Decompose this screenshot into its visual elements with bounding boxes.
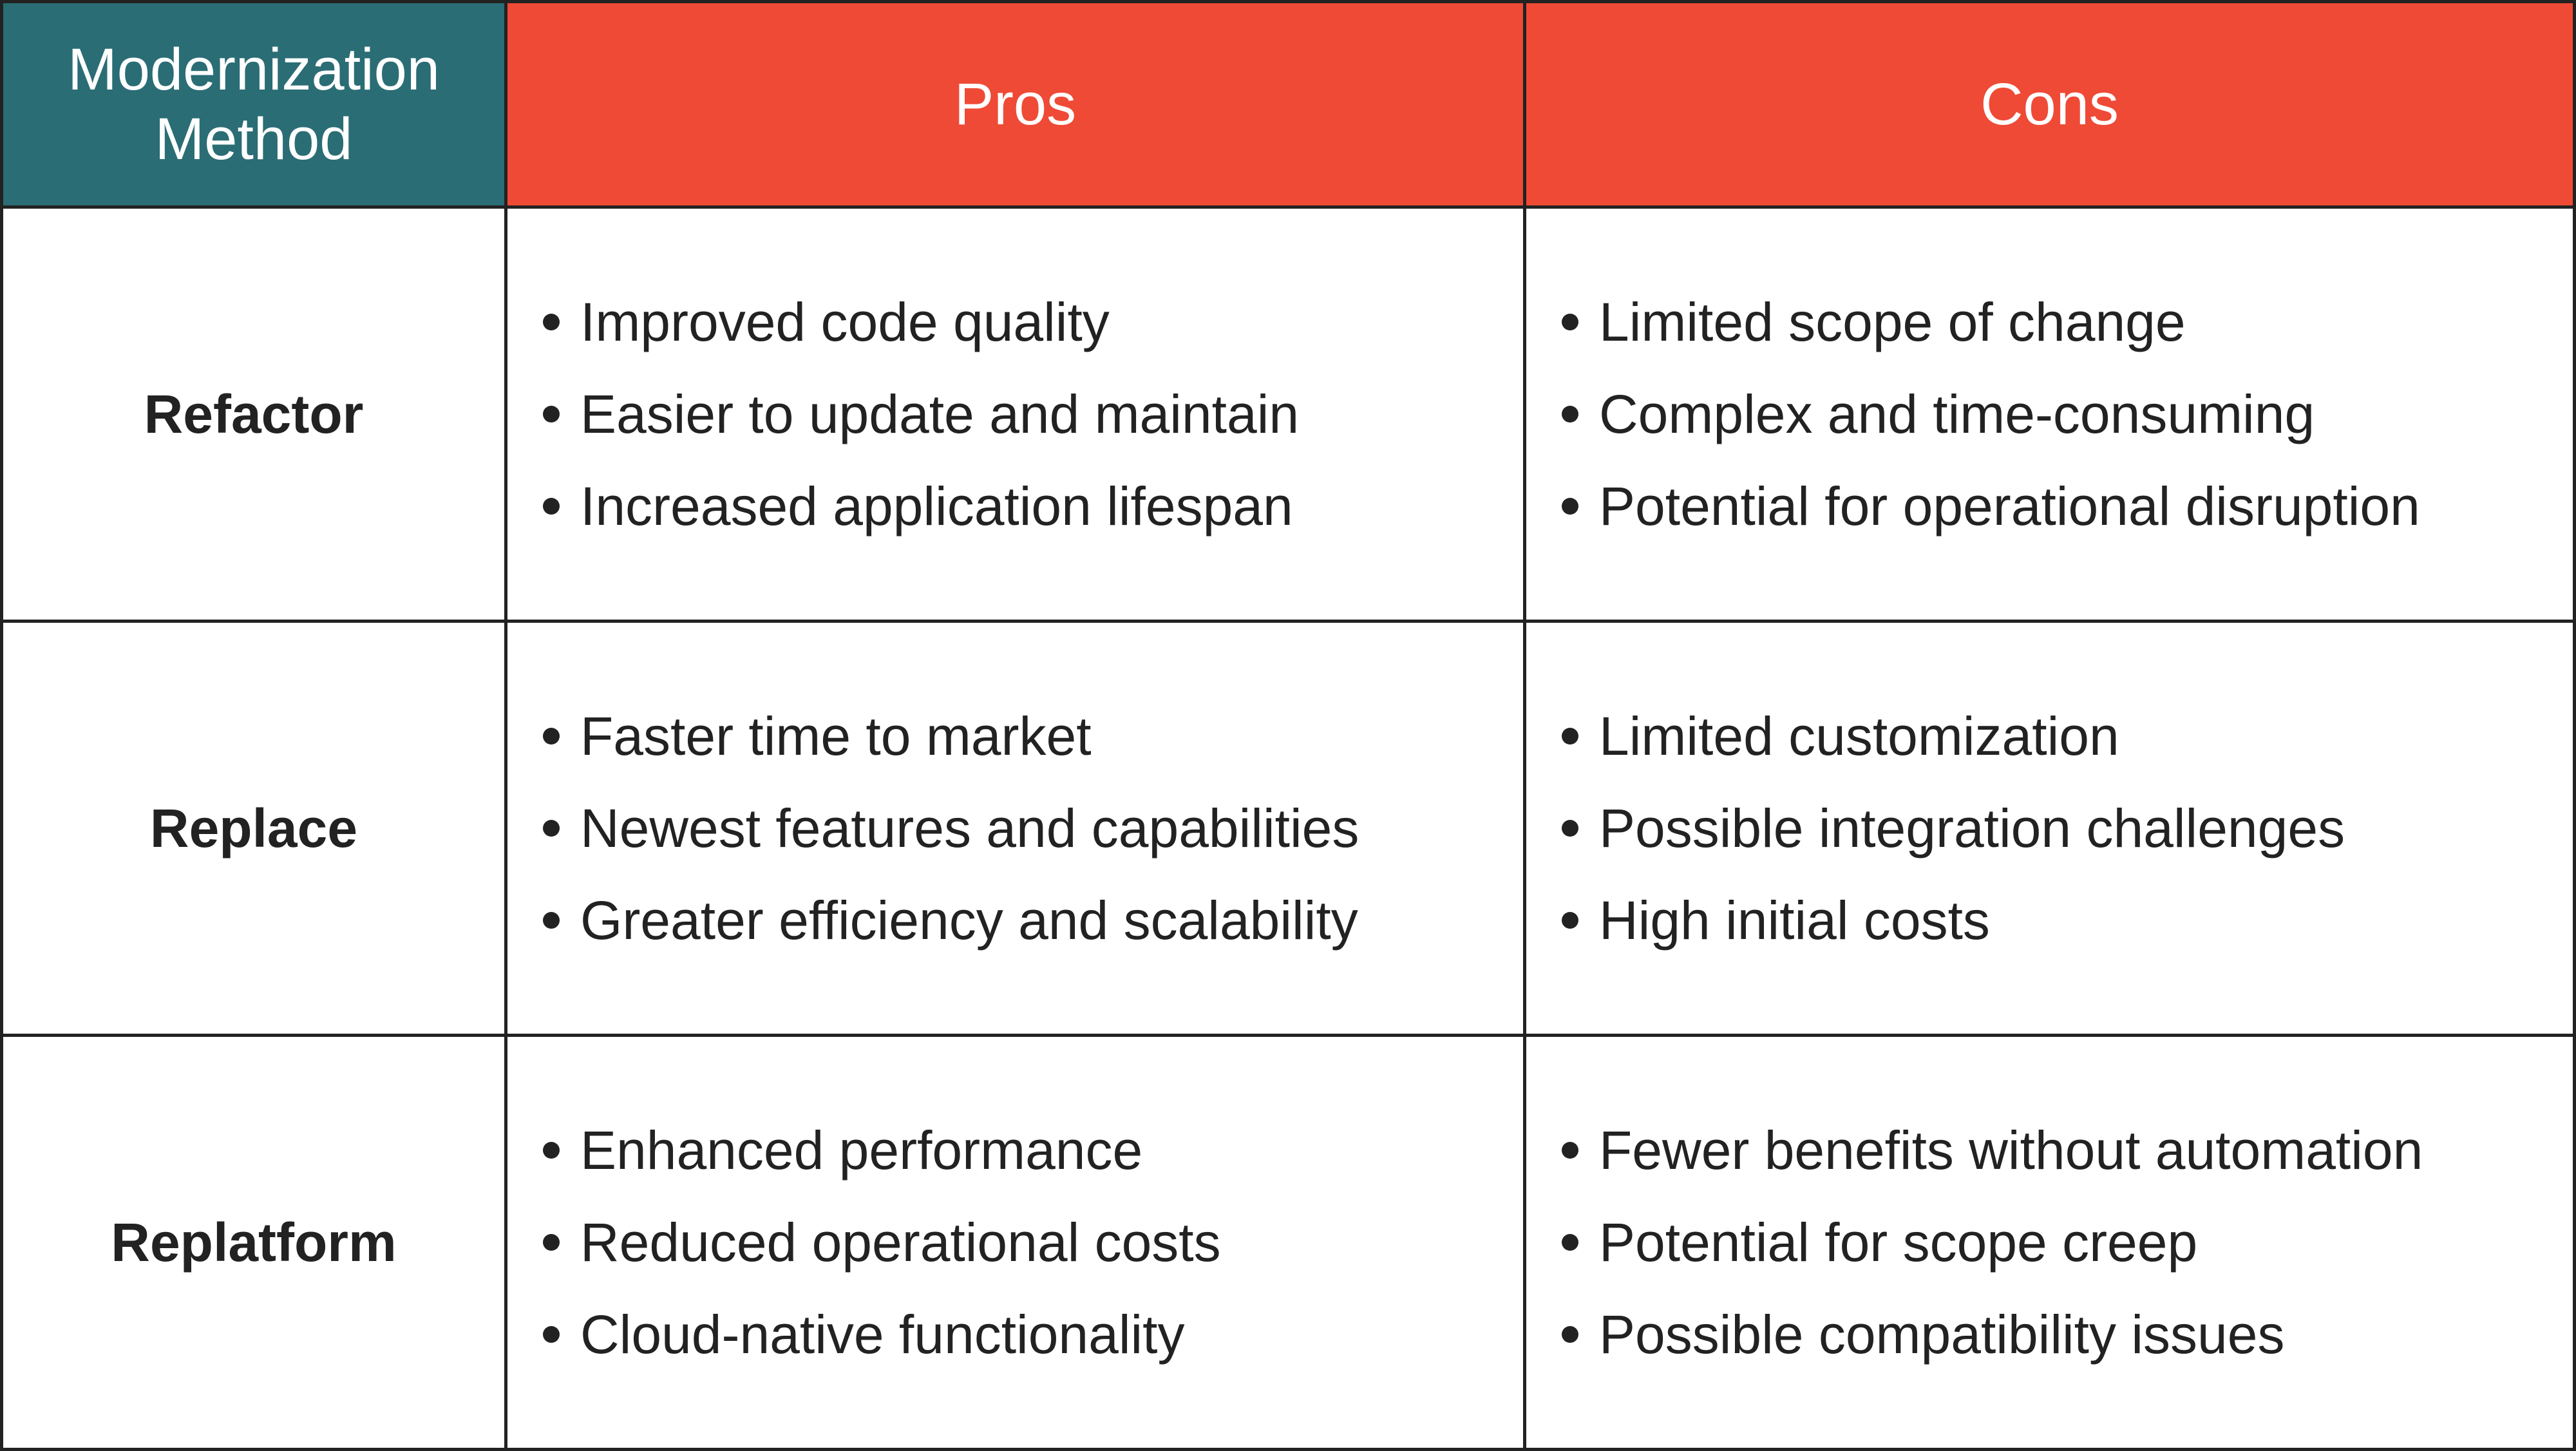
- cons-cell: Fewer benefits without automation Potenti…: [1523, 1034, 2576, 1451]
- cons-list: Limited customization Possible integratio…: [1526, 690, 2573, 967]
- header-method-line1: Modernization: [68, 37, 440, 102]
- bullet-icon: [543, 727, 560, 744]
- table-row-refactor: Refactor Improved code quality Easier to u…: [0, 205, 2576, 623]
- bullet-icon: [543, 1233, 560, 1251]
- method-name: Refactor: [0, 205, 507, 623]
- pros-item-text: Enhanced performance: [580, 1119, 1143, 1181]
- pros-item-text: Newest features and capabilities: [580, 797, 1359, 858]
- pros-item-text: Reduced operational costs: [580, 1211, 1221, 1273]
- bullet-icon: [543, 497, 560, 515]
- pros-item-text: Easier to update and maintain: [580, 383, 1300, 444]
- cons-item-text: Limited customization: [1599, 705, 2119, 766]
- pros-cell: Improved code quality Easier to update an…: [504, 205, 1526, 623]
- bullet-icon: [1562, 497, 1578, 515]
- bullet-icon: [543, 1325, 560, 1343]
- cons-list: Fewer benefits without automation Potenti…: [1526, 1105, 2573, 1381]
- bullet-icon: [1562, 405, 1578, 422]
- cons-item: Potential for scope creep: [1562, 1197, 2573, 1289]
- header-row: Modernization Method Pros Cons: [0, 0, 2576, 209]
- cons-item: Limited scope of change: [1562, 276, 2573, 368]
- pros-item: Reduced operational costs: [543, 1197, 1523, 1289]
- header-pros: Pros: [504, 0, 1526, 209]
- cons-item: Limited customization: [1562, 690, 2573, 782]
- bullet-icon: [543, 819, 560, 837]
- cons-item-text: Possible integration challenges: [1599, 797, 2345, 858]
- bullet-icon: [1562, 911, 1578, 929]
- cons-item-text: Possible compatibility issues: [1599, 1304, 2285, 1365]
- bullet-icon: [543, 313, 560, 330]
- table-row-replace: Replace Faster time to market Newest featu…: [0, 620, 2576, 1037]
- method-name: Replace: [0, 620, 507, 1037]
- cons-item: Possible compatibility issues: [1562, 1289, 2573, 1381]
- pros-item-text: Improved code quality: [580, 291, 1110, 352]
- header-method: Modernization Method: [0, 0, 507, 209]
- pros-item: Increased application lifespan: [543, 460, 1523, 553]
- bullet-icon: [1562, 1141, 1578, 1159]
- cons-item: Possible integration challenges: [1562, 782, 2573, 875]
- pros-item: Faster time to market: [543, 690, 1523, 782]
- bullet-icon: [1562, 1325, 1578, 1343]
- bullet-icon: [1562, 819, 1578, 837]
- pros-item-text: Cloud-native functionality: [580, 1304, 1185, 1365]
- cons-item: High initial costs: [1562, 875, 2573, 967]
- cons-item: Complex and time-consuming: [1562, 368, 2573, 460]
- header-method-line2: Method: [155, 106, 353, 172]
- pros-item: Newest features and capabilities: [543, 782, 1523, 875]
- pros-cell: Enhanced performance Reduced operational …: [504, 1034, 1526, 1451]
- cons-item-text: High initial costs: [1599, 889, 1990, 951]
- pros-item-text: Faster time to market: [580, 705, 1092, 766]
- cons-list: Limited scope of change Complex and time-…: [1526, 276, 2573, 553]
- header-cons: Cons: [1523, 0, 2576, 209]
- pros-item: Improved code quality: [543, 276, 1523, 368]
- pros-item: Cloud-native functionality: [543, 1289, 1523, 1381]
- bullet-icon: [1562, 727, 1578, 744]
- cons-item: Potential for operational disruption: [1562, 460, 2573, 553]
- cons-item-text: Fewer benefits without automation: [1599, 1119, 2423, 1181]
- cons-item-text: Limited scope of change: [1599, 291, 2186, 352]
- pros-item: Enhanced performance: [543, 1105, 1523, 1197]
- cons-cell: Limited scope of change Complex and time-…: [1523, 205, 2576, 623]
- cons-item: Fewer benefits without automation: [1562, 1105, 2573, 1197]
- bullet-icon: [1562, 313, 1578, 330]
- pros-cell: Faster time to market Newest features and…: [504, 620, 1526, 1037]
- cons-item-text: Complex and time-consuming: [1599, 383, 2315, 444]
- bullet-icon: [543, 1141, 560, 1159]
- pros-list: Faster time to market Newest features and…: [507, 690, 1523, 967]
- pros-item: Greater efficiency and scalability: [543, 875, 1523, 967]
- pros-item: Easier to update and maintain: [543, 368, 1523, 460]
- pros-list: Enhanced performance Reduced operational …: [507, 1105, 1523, 1381]
- bullet-icon: [1562, 1233, 1578, 1251]
- pros-item-text: Increased application lifespan: [580, 475, 1293, 536]
- method-name: Replatform: [0, 1034, 507, 1451]
- cons-item-text: Potential for scope creep: [1599, 1211, 2198, 1273]
- cons-item-text: Potential for operational disruption: [1599, 475, 2420, 536]
- cons-cell: Limited customization Possible integratio…: [1523, 620, 2576, 1037]
- bullet-icon: [543, 405, 560, 422]
- bullet-icon: [543, 911, 560, 929]
- table-row-replatform: Replatform Enhanced performance Reduced op…: [0, 1034, 2576, 1451]
- pros-list: Improved code quality Easier to update an…: [507, 276, 1523, 553]
- pros-item-text: Greater efficiency and scalability: [580, 889, 1358, 951]
